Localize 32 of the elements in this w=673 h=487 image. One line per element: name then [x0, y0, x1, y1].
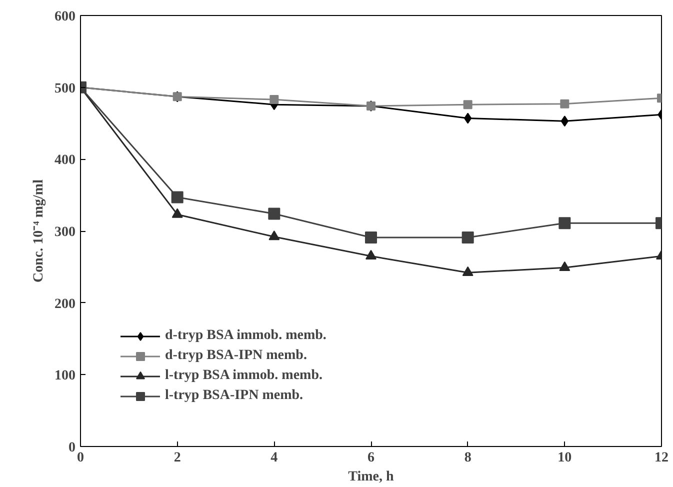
point	[463, 100, 472, 110]
x-tick-label: 10	[558, 450, 572, 466]
point	[365, 231, 377, 244]
y-tick-label: 300	[54, 225, 76, 240]
legend-label: l-tryp BSA-IPN memb.	[165, 388, 304, 404]
point	[558, 217, 571, 230]
y-tick-label: 400	[54, 153, 76, 168]
point	[171, 191, 184, 204]
point	[462, 231, 474, 244]
y-tick-label: 500	[54, 81, 76, 96]
y-tick-label: 600	[54, 10, 76, 24]
point	[560, 99, 570, 108]
x-tick-label: 4	[270, 450, 278, 466]
point	[268, 230, 280, 240]
point	[462, 266, 474, 276]
y-axis-title: Conc. 10⁻⁴ mg/ml	[32, 179, 46, 282]
y-tick-label: 0	[68, 440, 76, 456]
x-tick-label: 12	[654, 450, 668, 466]
point	[270, 95, 279, 104]
point	[268, 208, 280, 220]
point	[366, 250, 376, 260]
x-tick-label: 8	[464, 450, 472, 466]
y-tick-label: 200	[54, 296, 76, 312]
x-axis-title: Time, h	[348, 470, 394, 484]
point	[559, 261, 570, 272]
x-tick-label: 6	[368, 450, 374, 466]
y-tick-label: 100	[54, 368, 76, 384]
x-tick-label: 2	[174, 450, 181, 466]
legend-label: l-tryp BSA immob. memb.	[165, 368, 322, 384]
point	[172, 208, 183, 218]
legend-label: d-tryp BSA-IPN memb.	[165, 348, 307, 364]
legend-label: d-tryp BSA immob. memb.	[165, 328, 326, 344]
